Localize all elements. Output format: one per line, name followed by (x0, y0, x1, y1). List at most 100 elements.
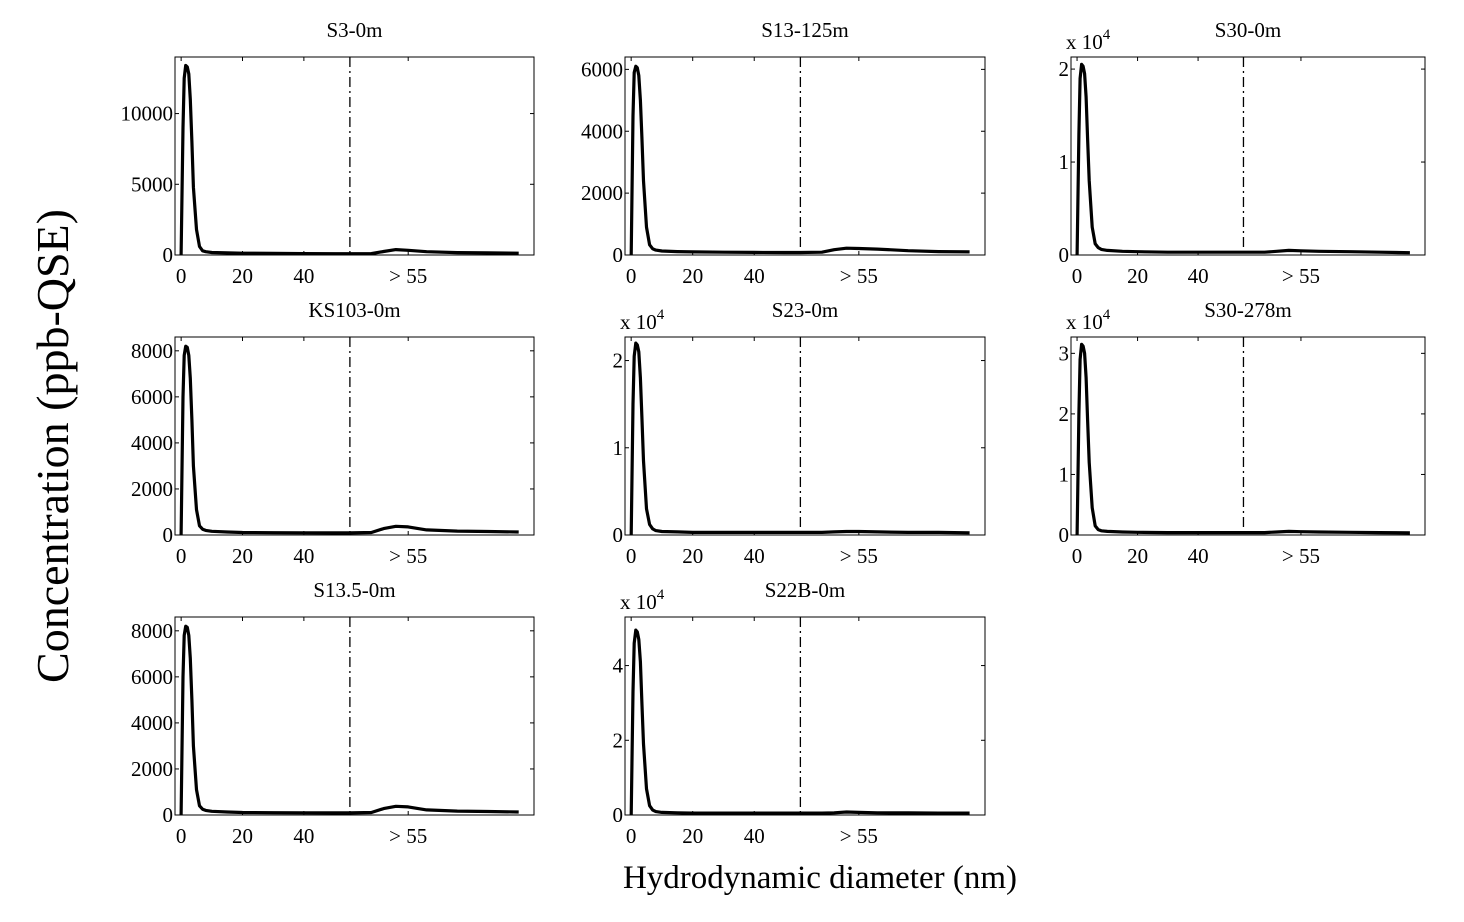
x-tick-label: 20 (232, 824, 253, 848)
y-tick-label: 8000 (131, 339, 173, 363)
x-tick-label: > 55 (1282, 544, 1320, 568)
panel-2: S13-125m 0 20 40 > 55 0 2000 4000 6000 (581, 18, 986, 288)
y-tick-label: 4 (613, 654, 624, 678)
x-tick-label: 40 (293, 544, 314, 568)
x-tick-label: 0 (626, 544, 637, 568)
x-tick-label: 0 (626, 824, 637, 848)
x-tick-label: 20 (232, 544, 253, 568)
axes-frame (1070, 56, 1426, 256)
x-tick-label: > 55 (840, 544, 878, 568)
x-tick-label: 40 (293, 824, 314, 848)
panel-7: S13.5-0m 0 20 40 > 55 0 2000 4000 6000 8000 (131, 578, 535, 848)
y-tick-label: 4000 (581, 119, 623, 143)
x-tick-label: 20 (682, 824, 703, 848)
y-tick-label: 0 (613, 803, 624, 827)
panel-1: S3-0m 0 20 40 > 55 0 5000 10000 (121, 18, 535, 288)
y-tick-label: 2 (613, 728, 624, 752)
x-tick-label: 0 (1072, 544, 1083, 568)
y-tick-label: 6000 (131, 665, 173, 689)
y-tick-label: 0 (163, 803, 174, 827)
x-tick-label: 20 (682, 264, 703, 288)
y-tick-label: 3 (1059, 341, 1070, 365)
panel-title: S13.5-0m (313, 578, 395, 602)
figure-y-axis-label: Concentration (ppb-QSE) (27, 209, 78, 683)
axes-frame (174, 616, 535, 816)
exponent-base: x 10 (620, 310, 657, 334)
axes-frame (624, 56, 986, 256)
y-tick-label: 6000 (131, 385, 173, 409)
x-tick-label: 0 (176, 824, 187, 848)
axes-frame (174, 56, 535, 256)
y-tick-label: 4000 (131, 431, 173, 455)
exponent-label: x 104 (1066, 307, 1111, 334)
panel-title: KS103-0m (308, 298, 400, 322)
y-tick-label: 2 (613, 349, 624, 373)
y-tick-label: 1 (1059, 462, 1070, 486)
x-tick-label: 0 (626, 264, 637, 288)
y-tick-label: 0 (163, 243, 174, 267)
x-tick-label: > 55 (1282, 264, 1320, 288)
x-tick-label: 40 (744, 264, 765, 288)
x-tick-label: 40 (744, 824, 765, 848)
y-tick-label: 6000 (581, 57, 623, 81)
exponent-superscript: 4 (657, 587, 665, 603)
exponent-base: x 10 (1066, 310, 1103, 334)
figure-x-axis-label: Hydrodynamic diameter (nm) (623, 860, 1017, 896)
x-tick-label: > 55 (840, 824, 878, 848)
exponent-label: x 104 (1066, 27, 1111, 54)
x-tick-label: 40 (293, 264, 314, 288)
y-tick-label: 8000 (131, 619, 173, 643)
exponent-label: x 104 (620, 587, 665, 614)
x-tick-label: 20 (682, 544, 703, 568)
panel-title: S3-0m (326, 18, 382, 42)
x-tick-label: 0 (1072, 264, 1083, 288)
x-tick-label: 20 (1127, 264, 1148, 288)
panel-title: S13-125m (761, 18, 849, 42)
y-tick-label: 2000 (131, 477, 173, 501)
exponent-superscript: 4 (1103, 307, 1111, 323)
y-tick-label: 1 (1059, 150, 1070, 174)
series-line-1 (629, 64, 970, 256)
y-tick-label: 2000 (581, 181, 623, 205)
x-tick-label: 20 (1127, 544, 1148, 568)
panel-4: KS103-0m 0 20 40 > 55 0 2000 4000 6000 8000 (131, 298, 535, 568)
axes-frame (1070, 336, 1426, 536)
x-tick-label: 20 (232, 264, 253, 288)
y-tick-label: 1 (613, 436, 624, 460)
panel-title: S30-0m (1215, 18, 1282, 42)
y-tick-label: 10000 (121, 102, 174, 126)
y-tick-label: 5000 (131, 172, 173, 196)
x-tick-label: 40 (1188, 544, 1209, 568)
series-line-1 (179, 344, 519, 536)
exponent-superscript: 4 (1103, 27, 1111, 43)
panel-title: S23-0m (772, 298, 839, 322)
exponent-base: x 10 (620, 590, 657, 614)
exponent-base: x 10 (1066, 30, 1103, 54)
x-tick-label: 0 (176, 264, 187, 288)
y-tick-label: 0 (613, 523, 624, 547)
series-line-1 (629, 628, 970, 816)
exponent-label: x 104 (620, 307, 665, 334)
y-tick-label: 4000 (131, 711, 173, 735)
series-line-1 (629, 341, 970, 536)
series-line-1 (1075, 62, 1410, 256)
series-line-1 (179, 624, 519, 816)
x-tick-label: 40 (744, 544, 765, 568)
y-tick-label: 0 (163, 523, 174, 547)
series-line-1 (179, 63, 519, 256)
y-tick-label: 2 (1059, 402, 1070, 426)
exponent-superscript: 4 (657, 307, 665, 323)
y-tick-label: 2 (1059, 57, 1070, 81)
y-tick-label: 2000 (131, 757, 173, 781)
x-tick-label: > 55 (389, 544, 427, 568)
y-tick-label: 0 (613, 243, 624, 267)
x-tick-label: 40 (1188, 264, 1209, 288)
axes-frame (624, 336, 986, 536)
x-tick-label: > 55 (840, 264, 878, 288)
x-tick-label: > 55 (389, 824, 427, 848)
